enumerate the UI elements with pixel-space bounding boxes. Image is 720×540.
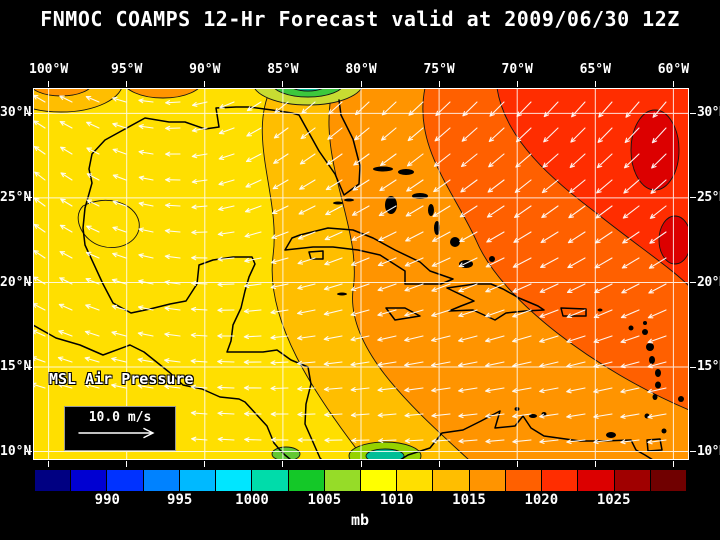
colorbar-tick-label: 1005 (307, 492, 342, 508)
colorbar-segment (505, 470, 542, 491)
lat-label-left: 20°N (0, 274, 32, 290)
lat-tick-left (26, 366, 32, 368)
colorbar-segment (143, 470, 179, 491)
lon-label: 75°W (423, 62, 455, 77)
lat-tick-left (26, 112, 32, 114)
lon-tick-bottom (672, 461, 674, 467)
lat-tick-right (690, 282, 696, 283)
lat-label-right: 25°N (697, 189, 720, 205)
wind-scale-label: 10.0 m/s (88, 410, 152, 425)
colorbar-tick-label: 1010 (379, 492, 414, 508)
lon-label: 90°W (189, 62, 221, 77)
colorbar-segment (216, 470, 252, 491)
colorbar-scale: 990 995 1000 1005 1010 1015 1020 1025 (35, 492, 686, 509)
colorbar-tick-label: 995 (167, 492, 193, 508)
lat-label-left: 10°N (0, 443, 32, 459)
lon-tick-bottom (438, 461, 440, 467)
colorbar-segment (288, 470, 324, 491)
colorbar-segment (252, 470, 288, 491)
colorbar-segment (397, 470, 433, 491)
lon-label: 85°W (267, 62, 299, 77)
lon-tick-top (282, 81, 284, 87)
lat-label-left: 25°N (0, 189, 32, 205)
lon-label: 60°W (657, 62, 690, 77)
lat-label-left: 15°N (0, 359, 32, 374)
field-label: MSL Air Pressure (49, 370, 194, 388)
page-title: FNMOC COAMPS 12-Hr Forecast valid at 200… (40, 7, 680, 31)
colorbar-segment (650, 470, 686, 491)
colorbar-segment (578, 470, 614, 491)
lat-label-right: 10°N (697, 443, 720, 459)
lon-tick-top (48, 81, 50, 87)
colorbar-segment (179, 470, 216, 491)
lon-tick-bottom (48, 461, 50, 467)
lon-tick-top (360, 81, 362, 87)
lon-tick-top (672, 81, 674, 87)
lon-tick-top (204, 81, 206, 87)
colorbar-segment (107, 470, 143, 491)
lon-tick-bottom (594, 461, 596, 467)
colorbar-segment (433, 470, 469, 491)
colorbar-segment (71, 470, 107, 491)
lon-tick-top (516, 81, 518, 87)
lon-tick-bottom (360, 461, 362, 467)
colorbar-segment (360, 470, 397, 491)
map-area: MSL Air Pressure 10.0 m/s (33, 88, 689, 460)
colorbar-segment (35, 470, 71, 491)
colorbar-segment (542, 470, 578, 491)
lat-label-right: 20°N (697, 274, 720, 290)
lat-tick-left (26, 197, 32, 199)
wind-scale-box: 10.0 m/s (64, 406, 176, 451)
colorbar-tick-label: 1015 (452, 492, 486, 508)
lat-tick-right (690, 366, 696, 368)
lat-label-right: 15°N (697, 359, 720, 374)
lon-tick-top (126, 81, 128, 87)
colorbar-tick-label: 1000 (235, 492, 269, 508)
lon-tick-bottom (282, 461, 284, 467)
lon-tick-bottom (516, 461, 518, 467)
colorbar-segment (324, 470, 360, 491)
lat-label-left: 30°N (0, 105, 32, 121)
colorbar-segment (469, 470, 505, 491)
colorbar (35, 470, 686, 491)
lat-tick-left (26, 451, 32, 452)
lon-tick-top (594, 81, 596, 87)
lon-label: 65°W (579, 62, 611, 77)
lat-tick-right (690, 451, 696, 452)
lon-tick-bottom (204, 461, 206, 467)
lat-tick-right (690, 197, 696, 199)
lon-label: 95°W (111, 62, 143, 77)
colorbar-segment (614, 470, 650, 491)
lat-tick-left (26, 282, 32, 283)
wind-scale-arrow-icon (78, 427, 155, 439)
lon-label: 70°W (501, 62, 533, 77)
colorbar-tick-label: 990 (94, 492, 120, 508)
lon-label: 80°W (345, 62, 377, 77)
pressure-wind-map (33, 88, 689, 460)
lon-label: 100°W (29, 62, 69, 77)
lon-tick-top (438, 81, 440, 87)
colorbar-unit: mb (350, 511, 370, 529)
colorbar-tick-label: 1025 (596, 492, 631, 508)
colorbar-segments (35, 470, 686, 491)
colorbar-tick-label: 1020 (524, 492, 559, 508)
lat-label-right: 30°N (697, 105, 720, 121)
lat-tick-right (690, 112, 696, 114)
lon-tick-bottom (126, 461, 128, 467)
